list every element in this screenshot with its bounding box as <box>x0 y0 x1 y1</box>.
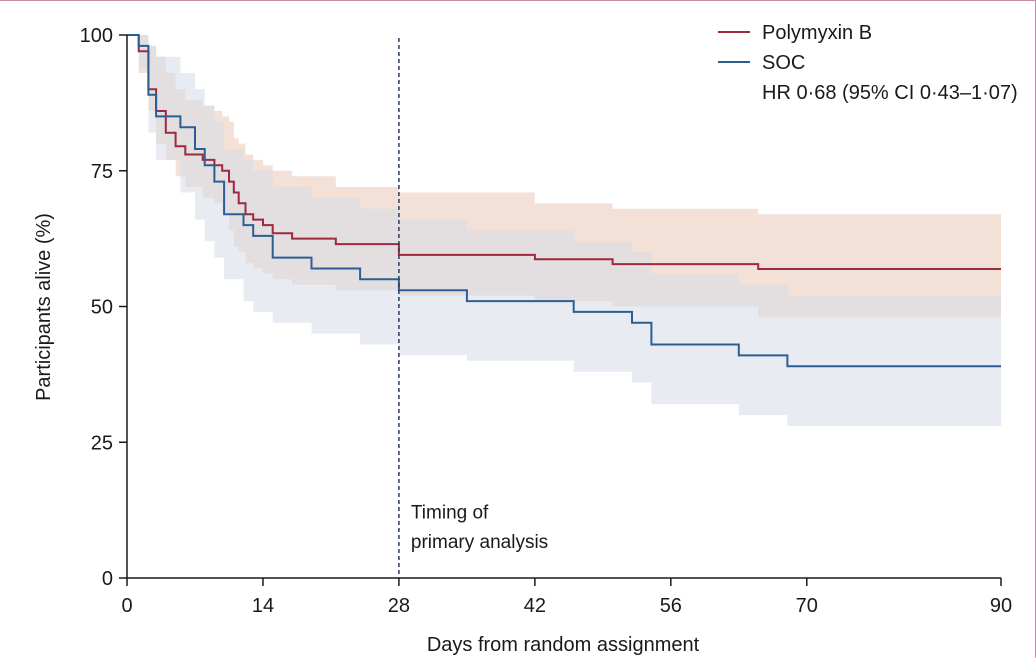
confidence-bands <box>127 35 1001 426</box>
y-tick-label: 0 <box>102 568 113 590</box>
y-tick-label: 75 <box>91 161 113 183</box>
annotation-label-line-1: Timing of <box>411 502 489 523</box>
x-tick-label: 28 <box>388 595 410 617</box>
legend-label-polymyxin-b: Polymyxin B <box>762 22 872 44</box>
annotation-label-line-2: primary analysis <box>411 532 548 553</box>
y-tick-label: 50 <box>91 297 113 319</box>
x-tick-label: 0 <box>121 595 132 617</box>
x-tick-label: 14 <box>252 595 274 617</box>
x-axis-label: Days from random assignment <box>427 634 700 656</box>
confidence-band-soc <box>127 35 1001 426</box>
x-axis-ticks: 0 14 28 42 56 70 90 <box>121 578 1012 617</box>
legend-label-soc: SOC <box>762 52 805 74</box>
y-axis-label: Participants alive (%) <box>33 213 55 401</box>
y-tick-label: 100 <box>80 25 113 47</box>
x-tick-label: 42 <box>524 595 546 617</box>
x-tick-label: 56 <box>660 595 682 617</box>
x-tick-label: 70 <box>796 595 818 617</box>
survival-curve-soc <box>127 34 1001 368</box>
x-tick-label: 90 <box>990 595 1012 617</box>
legend-hazard-ratio: HR 0·68 (95% CI 0·43–1·07) <box>762 82 1018 104</box>
y-axis-ticks: 0 25 50 75 100 <box>80 25 127 590</box>
y-tick-label: 25 <box>91 432 113 454</box>
legend: Polymyxin B SOC HR 0·68 (95% CI 0·43–1·0… <box>718 22 1018 104</box>
